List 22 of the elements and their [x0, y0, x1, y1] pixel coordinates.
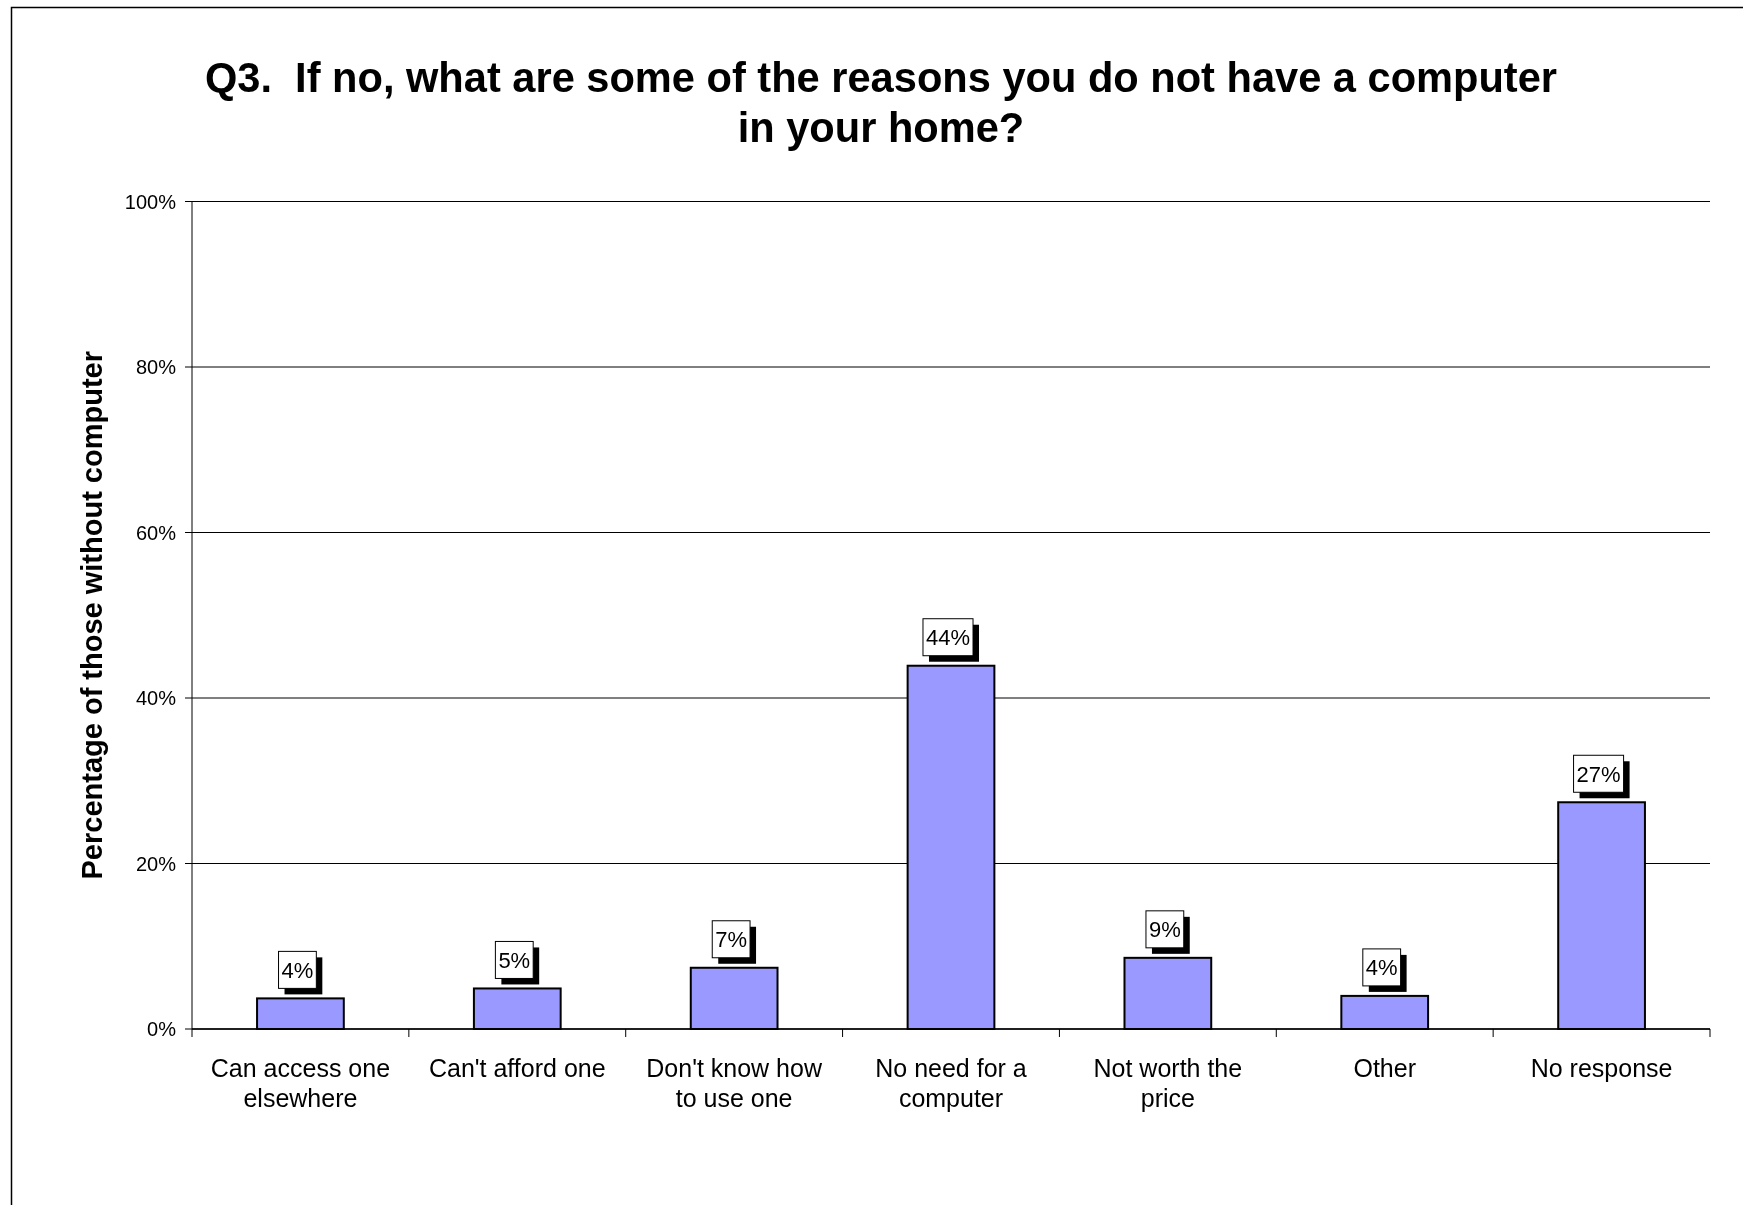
- x-tick-label: Other: [1353, 1054, 1416, 1082]
- x-tick-label: Not worth the price: [1093, 1054, 1243, 1112]
- data-label: 7%: [715, 927, 748, 953]
- x-tick-label: No need for a computer: [875, 1054, 1027, 1112]
- data-label: 9%: [1148, 917, 1181, 943]
- data-label: 4%: [281, 957, 314, 983]
- x-tick-label: Don't know how to use one: [646, 1054, 823, 1112]
- y-tick-label: 40%: [135, 687, 177, 709]
- y-tick-label: 80%: [135, 356, 177, 378]
- y-tick-label: 20%: [135, 852, 177, 875]
- y-tick-label: 0%: [147, 1018, 177, 1040]
- data-label: 27%: [1576, 761, 1621, 787]
- x-tick-label: No response: [1530, 1054, 1673, 1082]
- data-label: 44%: [925, 625, 971, 651]
- x-tick-label: Can't afford one: [428, 1054, 606, 1082]
- y-tick-label: 60%: [135, 521, 177, 544]
- data-label: 5%: [498, 947, 531, 973]
- chart-title: Q3. If no, what are some of the reasons you do not have a computer in your home?: [204, 54, 1558, 151]
- y-tick-label: 100%: [124, 190, 177, 213]
- y-axis-title: Percentage of those without computer: [76, 351, 108, 880]
- data-label: 4%: [1365, 955, 1398, 981]
- x-tick-label: Can access one elsewhere: [210, 1054, 391, 1112]
